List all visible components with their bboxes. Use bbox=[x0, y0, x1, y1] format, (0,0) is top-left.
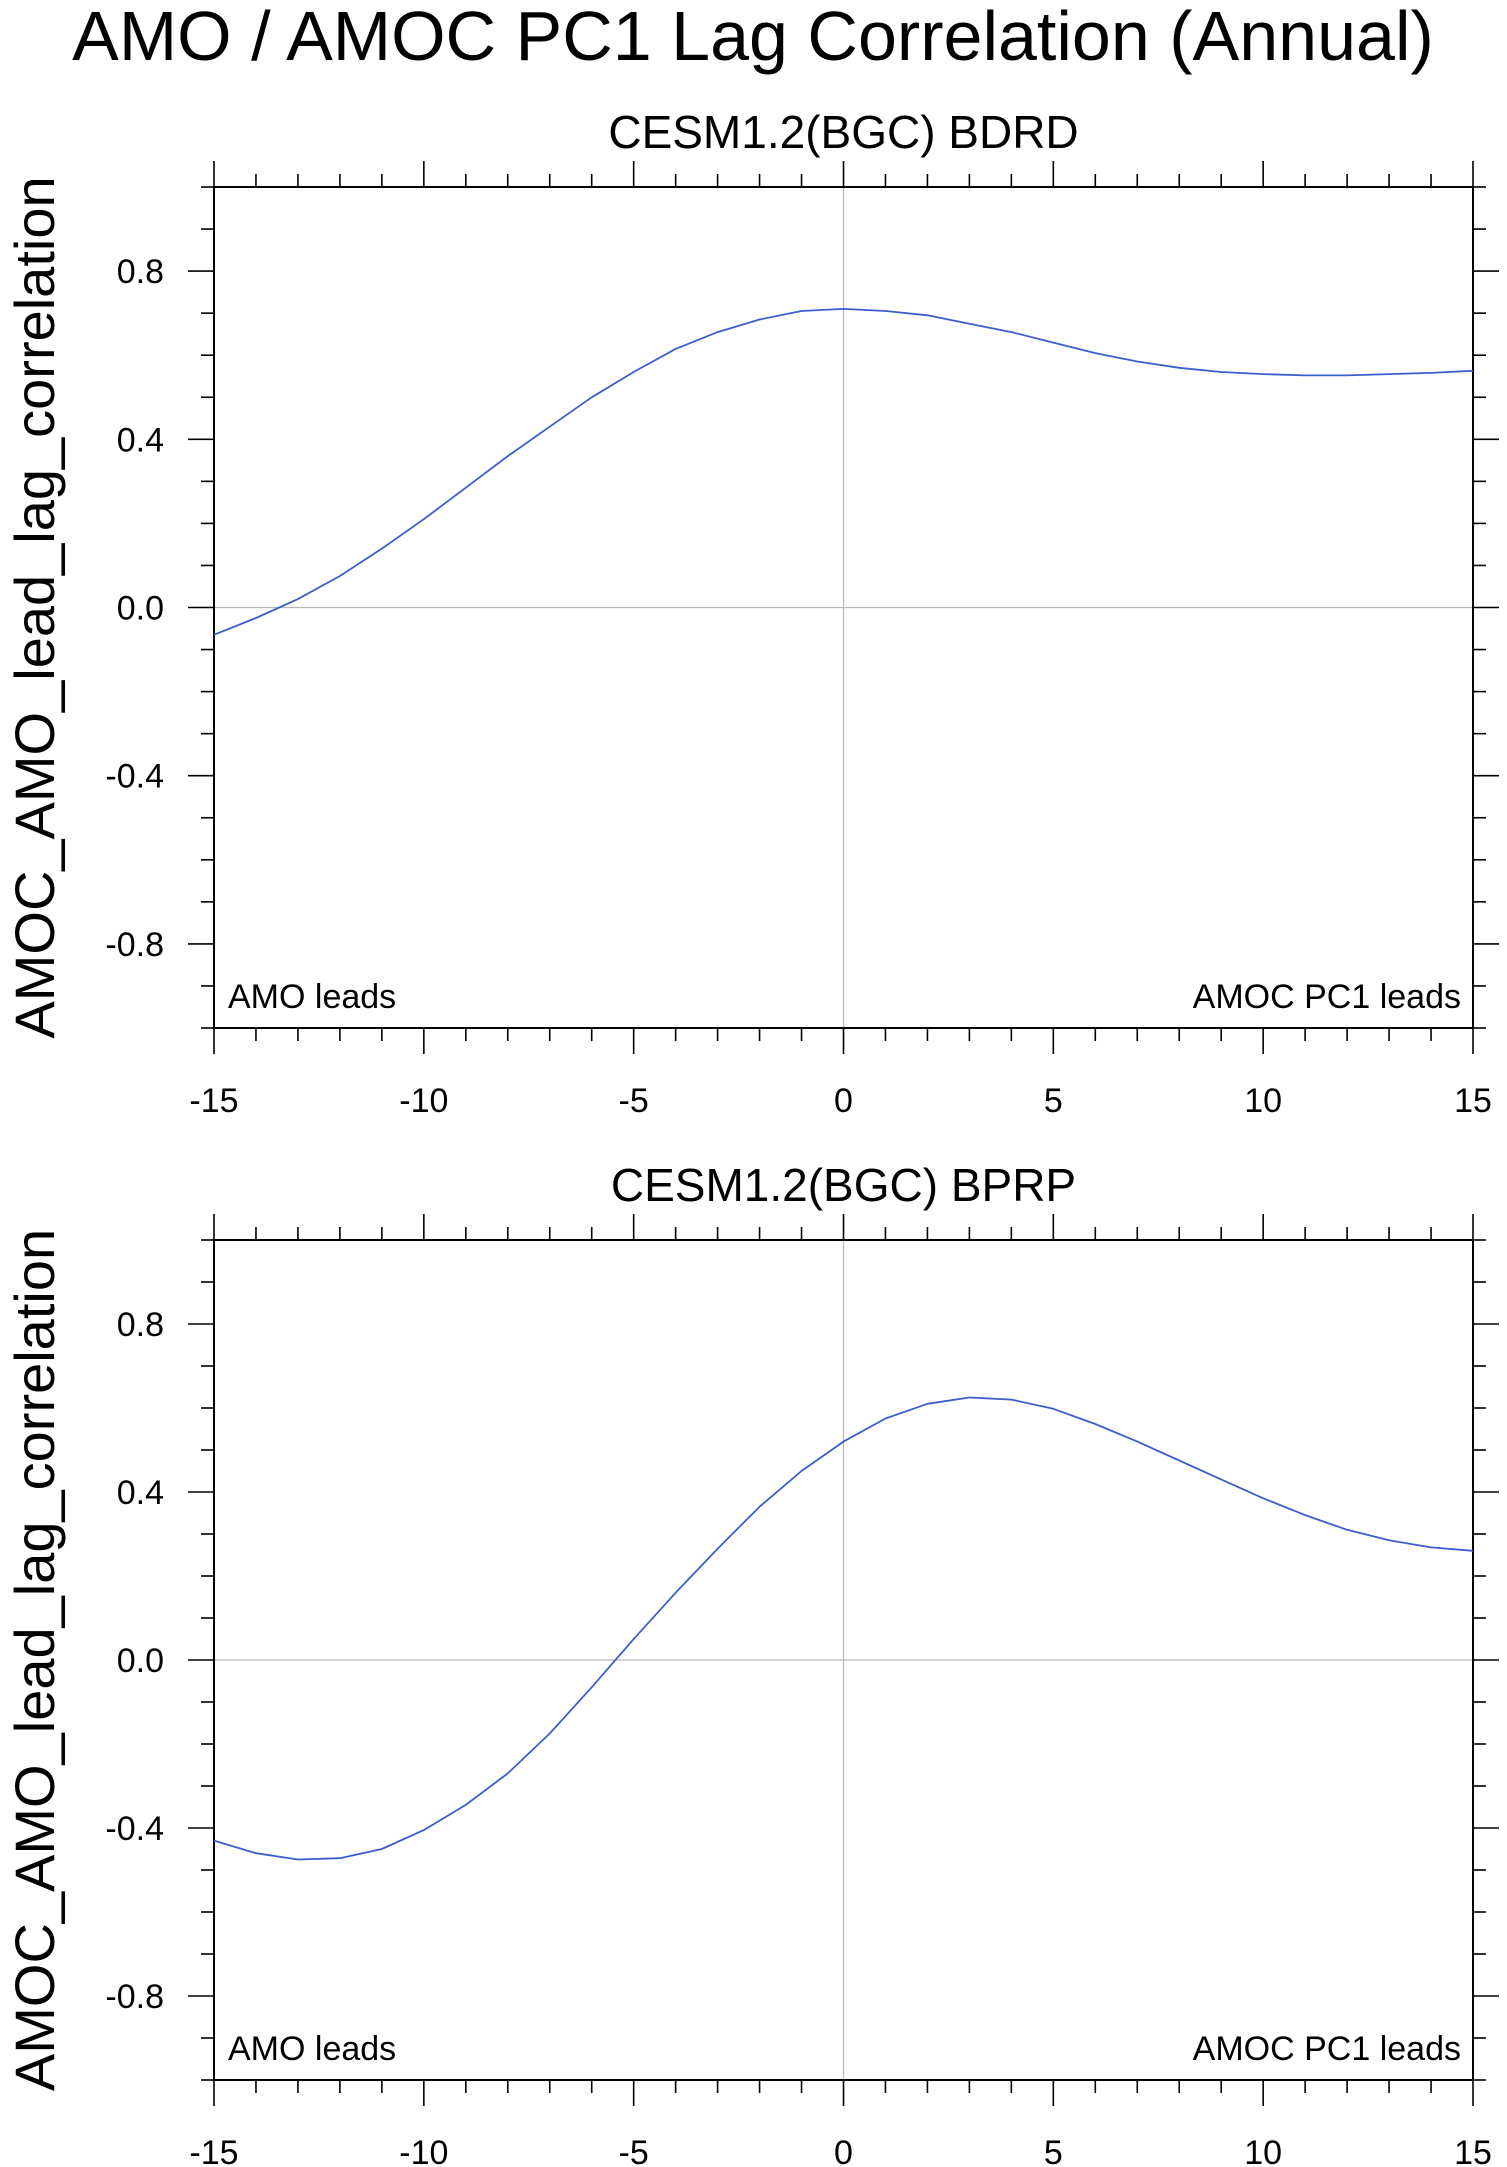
tick-marks bbox=[188, 1214, 1499, 2106]
x-tick-label: 15 bbox=[1454, 2134, 1492, 2167]
x-tick-label: 0 bbox=[834, 1082, 853, 1120]
x-tick-label: 15 bbox=[1454, 1082, 1492, 1120]
chart-panel-2: CESM1.2(BGC) BPRP -15 -10 -5 0 5 10 15 -0.8 -0.4 0… bbox=[3, 1159, 1499, 2167]
y-tick-label: 0.8 bbox=[117, 253, 164, 291]
y-tick-label: 0.8 bbox=[117, 1306, 164, 1344]
y-tick-label: -0.8 bbox=[105, 1978, 164, 2016]
x-tick-label: -15 bbox=[189, 2134, 238, 2167]
panel-title: CESM1.2(BGC) BDRD bbox=[608, 106, 1078, 158]
panel-title: CESM1.2(BGC) BPRP bbox=[611, 1159, 1076, 1211]
annotation-right: AMOC PC1 leads bbox=[1193, 2030, 1461, 2068]
y-tick-label: 0.4 bbox=[117, 1474, 164, 1512]
x-tick-label: 10 bbox=[1244, 2134, 1282, 2167]
x-tick-label: -5 bbox=[619, 2134, 649, 2167]
series-line-1 bbox=[213, 307, 1474, 636]
y-axis-label: AMOC_AMO_lead_lag_correlation bbox=[3, 1229, 66, 2091]
chart-panel-1: CESM1.2(BGC) BDRD -15 -10 -5 0 5 10 15 -0.8 -0.4 0… bbox=[3, 106, 1499, 1120]
x-tick-label: 5 bbox=[1044, 2134, 1063, 2167]
x-tick-label: -5 bbox=[619, 1082, 649, 1120]
x-tick-label: -15 bbox=[189, 1082, 238, 1120]
y-tick-label: 0.0 bbox=[117, 1642, 164, 1680]
x-tick-label: 10 bbox=[1244, 1082, 1282, 1120]
x-tick-label: 5 bbox=[1044, 1082, 1063, 1120]
y-tick-label: 0.4 bbox=[117, 421, 164, 459]
series-line-1 bbox=[213, 1396, 1474, 1861]
y-axis-label: AMOC_AMO_lead_lag_correlation bbox=[3, 176, 66, 1038]
y-tick-label: -0.4 bbox=[105, 1810, 164, 1848]
y-tick-label: 0.0 bbox=[117, 590, 164, 628]
annotation-right: AMOC PC1 leads bbox=[1193, 978, 1461, 1016]
tick-marks bbox=[188, 161, 1499, 1054]
figure-title: AMO / AMOC PC1 Lag Correlation (Annual) bbox=[72, 0, 1434, 75]
x-tick-label: 0 bbox=[834, 2134, 853, 2167]
y-tick-label: -0.4 bbox=[105, 758, 164, 796]
annotation-left: AMO leads bbox=[228, 2030, 396, 2068]
annotation-left: AMO leads bbox=[228, 978, 396, 1016]
y-tick-label: -0.8 bbox=[105, 926, 164, 964]
x-tick-label: -10 bbox=[399, 2134, 448, 2167]
x-tick-label: -10 bbox=[399, 1082, 448, 1120]
